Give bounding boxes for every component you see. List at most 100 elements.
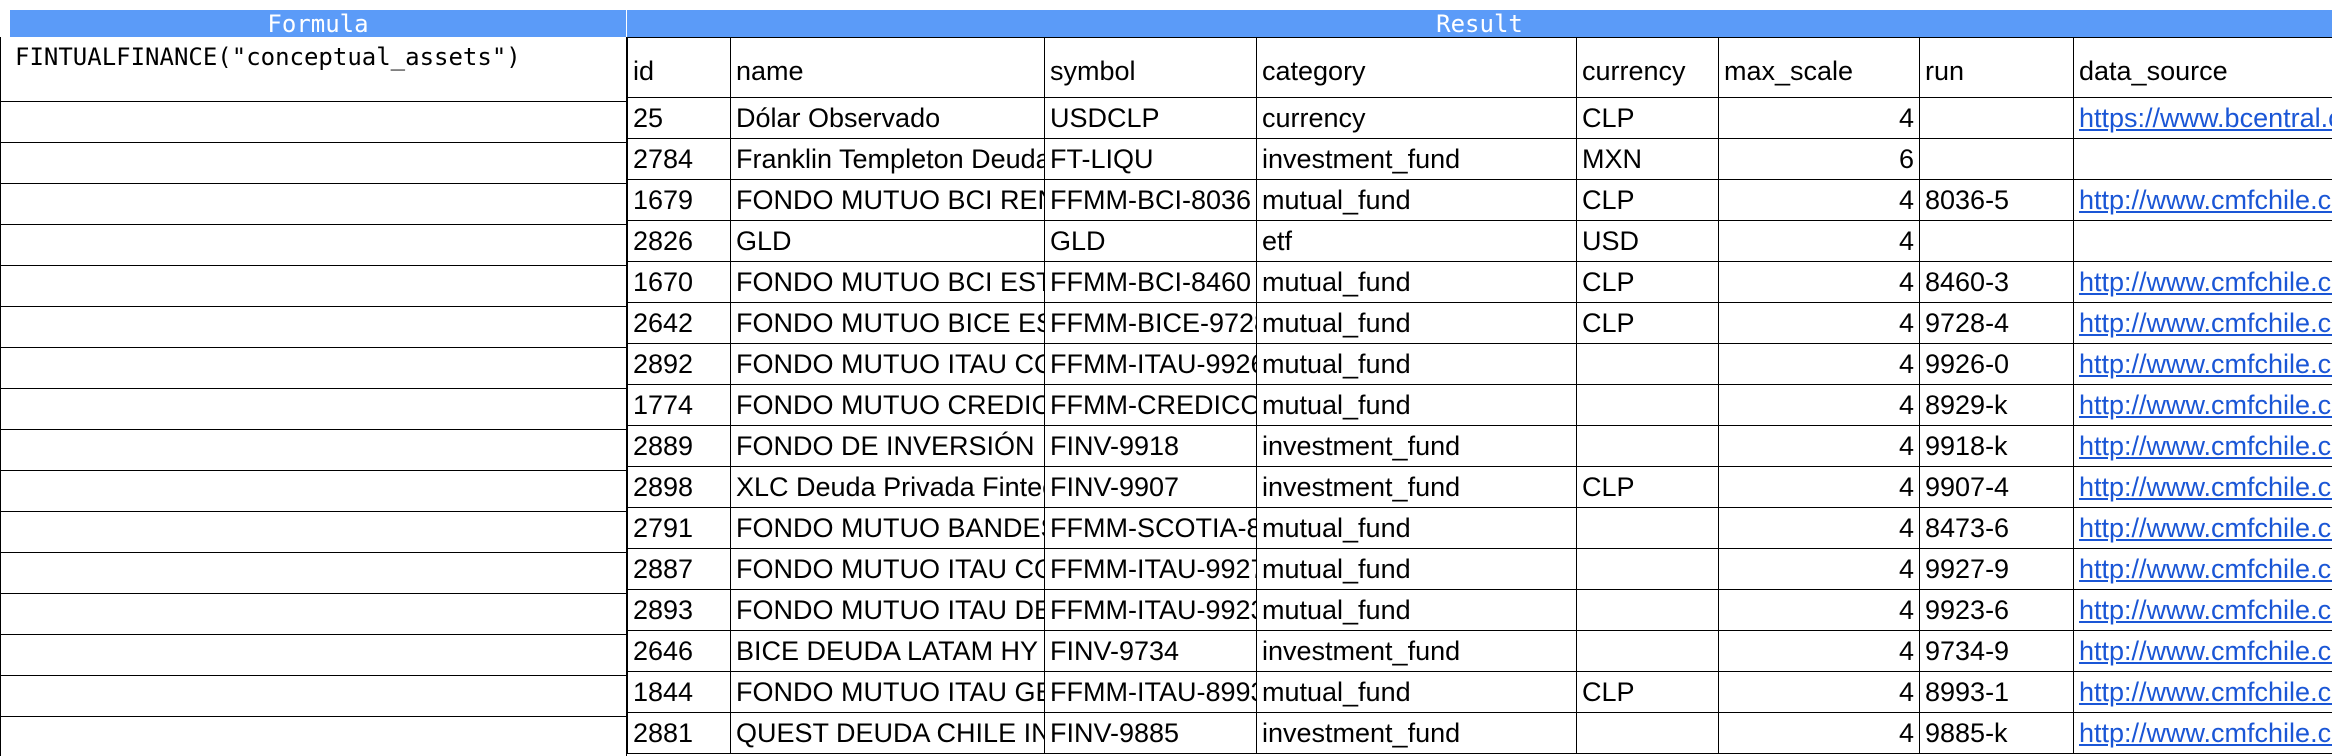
cell-data-source[interactable]: https://www.bcentral.cl (2073, 97, 2332, 139)
cell-name[interactable]: QUEST DEUDA CHILE INVERSION (730, 712, 1045, 754)
cell-id[interactable]: 2889 (627, 425, 731, 467)
data-source-link[interactable]: http://www.cmfchile.cl (2079, 348, 2332, 379)
cell-currency[interactable]: CLP (1576, 302, 1719, 344)
cell-max-scale[interactable]: 4 (1718, 384, 1920, 426)
cell-currency[interactable]: USD (1576, 220, 1719, 262)
cell-max-scale[interactable]: 4 (1718, 712, 1920, 754)
cell-symbol[interactable]: USDCLP (1044, 97, 1257, 139)
formula-row-cell[interactable] (0, 675, 627, 716)
cell-id[interactable]: 2887 (627, 548, 731, 590)
cell-name[interactable]: FONDO MUTUO ITAU DEUDA (730, 589, 1045, 631)
cell-max-scale[interactable]: 6 (1718, 138, 1920, 180)
formula-row-cell[interactable] (0, 716, 627, 756)
cell-name[interactable]: FONDO MUTUO BICE ESTRATEGIA (730, 302, 1045, 344)
cell-symbol[interactable]: FFMM-CREDICORP (1044, 384, 1257, 426)
cell-name[interactable]: FONDO MUTUO BCI ESTADO (730, 261, 1045, 303)
cell-data-source[interactable]: http://www.cmfchile.cl (2073, 589, 2332, 631)
data-source-link[interactable]: http://www.cmfchile.cl (2079, 512, 2332, 543)
formula-row-cell[interactable] (0, 142, 627, 183)
cell-id[interactable]: 2791 (627, 507, 731, 549)
cell-category[interactable]: etf (1256, 220, 1577, 262)
cell-id[interactable]: 1774 (627, 384, 731, 426)
formula-row-cell[interactable] (0, 511, 627, 552)
cell-symbol[interactable]: FINV-9885 (1044, 712, 1257, 754)
cell-symbol[interactable]: FINV-9734 (1044, 630, 1257, 672)
cell-data-source[interactable]: http://www.cmfchile.cl (2073, 548, 2332, 590)
cell-run[interactable]: 9923-6 (1919, 589, 2074, 631)
cell-currency[interactable] (1576, 712, 1719, 754)
cell-symbol[interactable]: FFMM-BCI-8036 (1044, 179, 1257, 221)
cell-category[interactable]: investment_fund (1256, 425, 1577, 467)
formula-row-cell[interactable] (0, 183, 627, 224)
cell-name[interactable]: FONDO DE INVERSIÓN (730, 425, 1045, 467)
cell-currency[interactable]: CLP (1576, 179, 1719, 221)
cell-currency[interactable] (1576, 507, 1719, 549)
cell-symbol[interactable]: FINV-9907 (1044, 466, 1257, 508)
cell-currency[interactable]: MXN (1576, 138, 1719, 180)
cell-data-source[interactable]: http://www.cmfchile.cl (2073, 384, 2332, 426)
cell-max-scale[interactable]: 4 (1718, 630, 1920, 672)
column-header-category[interactable]: category (1256, 37, 1577, 98)
cell-run[interactable]: 9926-0 (1919, 343, 2074, 385)
cell-name[interactable]: GLD (730, 220, 1045, 262)
cell-id[interactable]: 1670 (627, 261, 731, 303)
data-source-link[interactable]: http://www.cmfchile.cl (2079, 471, 2332, 502)
cell-id[interactable]: 2646 (627, 630, 731, 672)
cell-currency[interactable]: CLP (1576, 261, 1719, 303)
cell-run[interactable]: 8929-k (1919, 384, 2074, 426)
cell-category[interactable]: mutual_fund (1256, 384, 1577, 426)
data-source-link[interactable]: http://www.cmfchile.cl (2079, 184, 2332, 215)
data-source-link[interactable]: http://www.cmfchile.cl (2079, 594, 2332, 625)
cell-symbol[interactable]: FFMM-ITAU-9923 (1044, 589, 1257, 631)
cell-run[interactable]: 8473-6 (1919, 507, 2074, 549)
formula-row-cell[interactable] (0, 347, 627, 388)
cell-category[interactable]: mutual_fund (1256, 302, 1577, 344)
cell-category[interactable]: investment_fund (1256, 466, 1577, 508)
cell-id[interactable]: 25 (627, 97, 731, 139)
cell-max-scale[interactable]: 4 (1718, 425, 1920, 467)
cell-category[interactable]: mutual_fund (1256, 343, 1577, 385)
cell-max-scale[interactable]: 4 (1718, 302, 1920, 344)
formula-row-cell[interactable] (0, 552, 627, 593)
column-header-name[interactable]: name (730, 37, 1045, 98)
cell-symbol[interactable]: FFMM-ITAU-9927 (1044, 548, 1257, 590)
cell-run[interactable]: 9918-k (1919, 425, 2074, 467)
cell-category[interactable]: investment_fund (1256, 138, 1577, 180)
cell-data-source[interactable]: http://www.cmfchile.cl (2073, 630, 2332, 672)
data-source-link[interactable]: http://www.cmfchile.cl (2079, 389, 2332, 420)
formula-row-cell[interactable] (0, 593, 627, 634)
cell-max-scale[interactable]: 4 (1718, 261, 1920, 303)
cell-id[interactable]: 2892 (627, 343, 731, 385)
cell-max-scale[interactable]: 4 (1718, 507, 1920, 549)
cell-data-source[interactable]: http://www.cmfchile.cl (2073, 261, 2332, 303)
column-header-id[interactable]: id (627, 37, 731, 98)
formula-row-cell[interactable] (0, 265, 627, 306)
data-source-link[interactable]: http://www.cmfchile.cl (2079, 266, 2332, 297)
cell-max-scale[interactable]: 4 (1718, 179, 1920, 221)
cell-id[interactable]: 2826 (627, 220, 731, 262)
data-source-link[interactable]: http://www.cmfchile.cl (2079, 307, 2332, 338)
cell-data-source[interactable]: http://www.cmfchile.cl (2073, 425, 2332, 467)
cell-run[interactable]: 8993-1 (1919, 671, 2074, 713)
cell-max-scale[interactable]: 4 (1718, 343, 1920, 385)
column-header-max-scale[interactable]: max_scale (1718, 37, 1920, 98)
cell-max-scale[interactable]: 4 (1718, 671, 1920, 713)
cell-run[interactable] (1919, 97, 2074, 139)
cell-currency[interactable] (1576, 630, 1719, 672)
cell-category[interactable]: investment_fund (1256, 712, 1577, 754)
cell-id[interactable]: 2881 (627, 712, 731, 754)
cell-data-source[interactable] (2073, 220, 2332, 262)
cell-run[interactable]: 9734-9 (1919, 630, 2074, 672)
cell-run[interactable]: 9728-4 (1919, 302, 2074, 344)
cell-id[interactable]: 2898 (627, 466, 731, 508)
cell-run[interactable]: 8036-5 (1919, 179, 2074, 221)
data-source-link[interactable]: http://www.cmfchile.cl (2079, 635, 2332, 666)
cell-name[interactable]: FONDO MUTUO CREDICORP (730, 384, 1045, 426)
cell-run[interactable] (1919, 220, 2074, 262)
cell-category[interactable]: currency (1256, 97, 1577, 139)
cell-symbol[interactable]: FT-LIQU (1044, 138, 1257, 180)
cell-category[interactable]: mutual_fund (1256, 507, 1577, 549)
cell-name[interactable]: Franklin Templeton Deuda (730, 138, 1045, 180)
cell-max-scale[interactable]: 4 (1718, 97, 1920, 139)
cell-name[interactable]: Dólar Observado (730, 97, 1045, 139)
